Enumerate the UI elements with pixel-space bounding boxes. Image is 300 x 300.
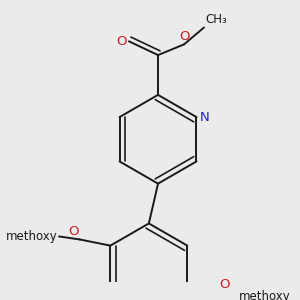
Text: O: O — [68, 225, 79, 238]
Text: N: N — [200, 111, 210, 124]
Text: methoxy: methoxy — [6, 230, 58, 243]
Text: O: O — [219, 278, 229, 291]
Text: CH₃: CH₃ — [206, 13, 227, 26]
Text: O: O — [179, 30, 189, 43]
Text: methoxy: methoxy — [239, 290, 290, 300]
Text: O: O — [116, 35, 127, 48]
